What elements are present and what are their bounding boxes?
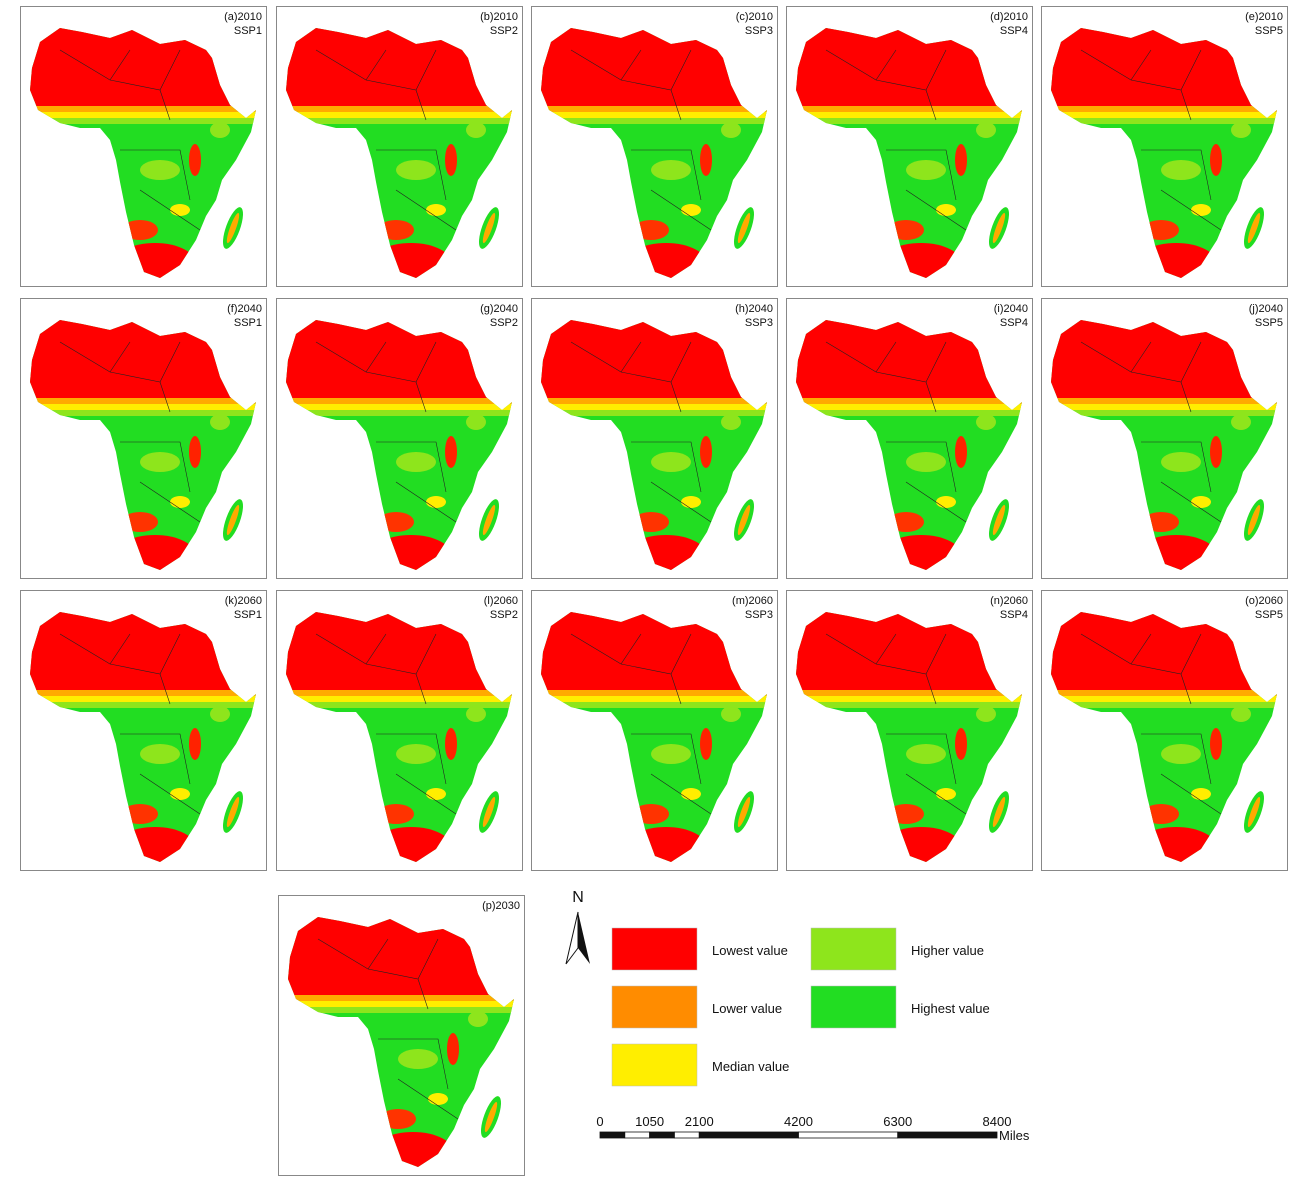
scale-segment bbox=[674, 1131, 700, 1139]
scale-tick-label: 0 bbox=[596, 1114, 603, 1129]
map-panel: (o)2060 SSP5 bbox=[1041, 590, 1288, 875]
panel-scenario: SSP1 bbox=[234, 609, 262, 621]
legend-swatch bbox=[611, 927, 698, 971]
panel-scenario: SSP5 bbox=[1255, 317, 1283, 329]
legend-swatch bbox=[611, 985, 698, 1029]
map-panel: (i)2040 SSP4 bbox=[786, 298, 1033, 583]
panel-scenario: SSP4 bbox=[1000, 317, 1028, 329]
map-panel: (h)2040 SSP3 bbox=[531, 298, 778, 583]
panel-label: (d)2010 bbox=[990, 11, 1028, 23]
map-panel: (n)2060 SSP4 bbox=[786, 590, 1033, 875]
map-panel: (b)2010 SSP2 bbox=[276, 6, 523, 291]
panel-scenario: SSP3 bbox=[745, 317, 773, 329]
scale-tick-label: 6300 bbox=[883, 1114, 912, 1129]
map-panel: (e)2010 SSP5 bbox=[1041, 6, 1288, 291]
legend-swatch bbox=[810, 927, 897, 971]
panel-label: (a)2010 bbox=[224, 11, 262, 23]
map-panel: (f)2040 SSP1 bbox=[20, 298, 267, 583]
scale-tick-label: 4200 bbox=[784, 1114, 813, 1129]
legend-label: Lower value bbox=[712, 1001, 782, 1016]
panel-scenario: SSP3 bbox=[745, 25, 773, 37]
panel-scenario: SSP1 bbox=[234, 317, 262, 329]
panel-label: (e)2010 bbox=[1245, 11, 1283, 23]
legend-label: Median value bbox=[712, 1059, 789, 1074]
legend-swatch bbox=[810, 985, 897, 1029]
map-panel: (k)2060 SSP1 bbox=[20, 590, 267, 875]
panel-label: (i)2040 bbox=[994, 303, 1028, 315]
legend-label: Highest value bbox=[911, 1001, 990, 1016]
legend-label: Lowest value bbox=[712, 943, 788, 958]
panel-label: (o)2060 bbox=[1245, 595, 1283, 607]
legend-label: Higher value bbox=[911, 943, 984, 958]
map-panel: (g)2040 SSP2 bbox=[276, 298, 523, 583]
scale-unit: Miles bbox=[999, 1128, 1030, 1143]
panel-scenario: SSP1 bbox=[234, 25, 262, 37]
north-arrow bbox=[578, 912, 590, 964]
map-panel: (j)2040 SSP5 bbox=[1041, 298, 1288, 583]
panel-scenario: SSP2 bbox=[490, 609, 518, 621]
map-panel: (a)2010 SSP1 bbox=[20, 6, 267, 291]
map-panel: (d)2010 SSP4 bbox=[786, 6, 1033, 291]
panel-scenario: SSP4 bbox=[1000, 25, 1028, 37]
map-panel: (l)2060 SSP2 bbox=[276, 590, 523, 875]
panel-label: (j)2040 bbox=[1249, 303, 1283, 315]
panels: (a)2010 SSP1 (b)2010 SSP2 (c)2010 SSP3 (d)2010… bbox=[20, 6, 1288, 1180]
map-panel: (m)2060 SSP3 bbox=[531, 590, 778, 875]
panel-scenario: SSP4 bbox=[1000, 609, 1028, 621]
panel-label: (l)2060 bbox=[484, 595, 518, 607]
panel-scenario: SSP5 bbox=[1255, 609, 1283, 621]
scale-segment bbox=[897, 1131, 998, 1139]
panel-label: (f)2040 bbox=[227, 303, 262, 315]
scale-tick-label: 1050 bbox=[635, 1114, 664, 1129]
panel-scenario: SSP2 bbox=[490, 25, 518, 37]
panel-label: (n)2060 bbox=[990, 595, 1028, 607]
scale-tick-label: 2100 bbox=[685, 1114, 714, 1129]
legend-swatch bbox=[611, 1043, 698, 1087]
scale-segment bbox=[649, 1131, 675, 1139]
panel-label: (c)2010 bbox=[736, 11, 773, 23]
panel-label: (k)2060 bbox=[225, 595, 262, 607]
panel-label: (h)2040 bbox=[735, 303, 773, 315]
map-panel: (p)2030 bbox=[278, 895, 525, 1180]
panel-label: (m)2060 bbox=[732, 595, 773, 607]
panel-label: (g)2040 bbox=[480, 303, 518, 315]
scale-segment bbox=[698, 1131, 799, 1139]
panel-label: (b)2010 bbox=[480, 11, 518, 23]
panel-label: (p)2030 bbox=[482, 900, 520, 912]
legend: N Lowest value Lower value Median value Hig… bbox=[565, 889, 1030, 1143]
panel-scenario: SSP3 bbox=[745, 609, 773, 621]
scale-segment bbox=[624, 1131, 651, 1139]
north-label: N bbox=[572, 889, 584, 906]
scale-segment bbox=[599, 1131, 626, 1139]
map-panel: (c)2010 SSP3 bbox=[531, 6, 778, 291]
panel-scenario: SSP2 bbox=[490, 317, 518, 329]
scale-segment bbox=[798, 1131, 899, 1139]
scale-tick-label: 8400 bbox=[983, 1114, 1012, 1129]
north-arrow bbox=[565, 911, 579, 965]
panel-scenario: SSP5 bbox=[1255, 25, 1283, 37]
